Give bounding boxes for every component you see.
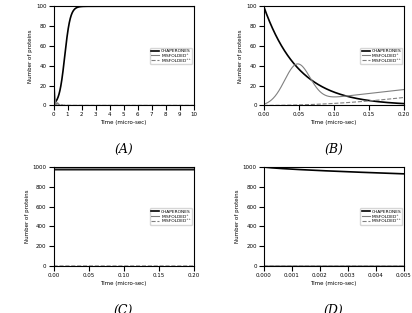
Y-axis label: Number of proteins: Number of proteins <box>28 29 33 83</box>
Legend: CHAPERONES, MISFOLDED⁺, MISFOLDED⁺⁺: CHAPERONES, MISFOLDED⁺, MISFOLDED⁺⁺ <box>360 208 403 225</box>
Legend: CHAPERONES, MISFOLDED⁺, MISFOLDED⁺⁺: CHAPERONES, MISFOLDED⁺, MISFOLDED⁺⁺ <box>150 208 192 225</box>
X-axis label: Time (micro-sec): Time (micro-sec) <box>101 120 147 125</box>
Text: (D): (D) <box>324 304 344 313</box>
X-axis label: Time (micro-sec): Time (micro-sec) <box>101 281 147 286</box>
X-axis label: Time (micro-sec): Time (micro-sec) <box>311 281 357 286</box>
Legend: CHAPERONES, MISFOLDED⁺, MISFOLDED⁺⁺: CHAPERONES, MISFOLDED⁺, MISFOLDED⁺⁺ <box>150 48 192 64</box>
Legend: CHAPERONES, MISFOLDED⁺, MISFOLDED⁺⁺: CHAPERONES, MISFOLDED⁺, MISFOLDED⁺⁺ <box>360 48 403 64</box>
Y-axis label: Number of proteins: Number of proteins <box>239 29 243 83</box>
Y-axis label: Number of proteins: Number of proteins <box>25 190 30 243</box>
Text: (A): (A) <box>114 143 133 156</box>
Y-axis label: Number of proteins: Number of proteins <box>235 190 240 243</box>
Text: (B): (B) <box>324 143 343 156</box>
X-axis label: Time (micro-sec): Time (micro-sec) <box>311 120 357 125</box>
Text: (C): (C) <box>114 304 133 313</box>
